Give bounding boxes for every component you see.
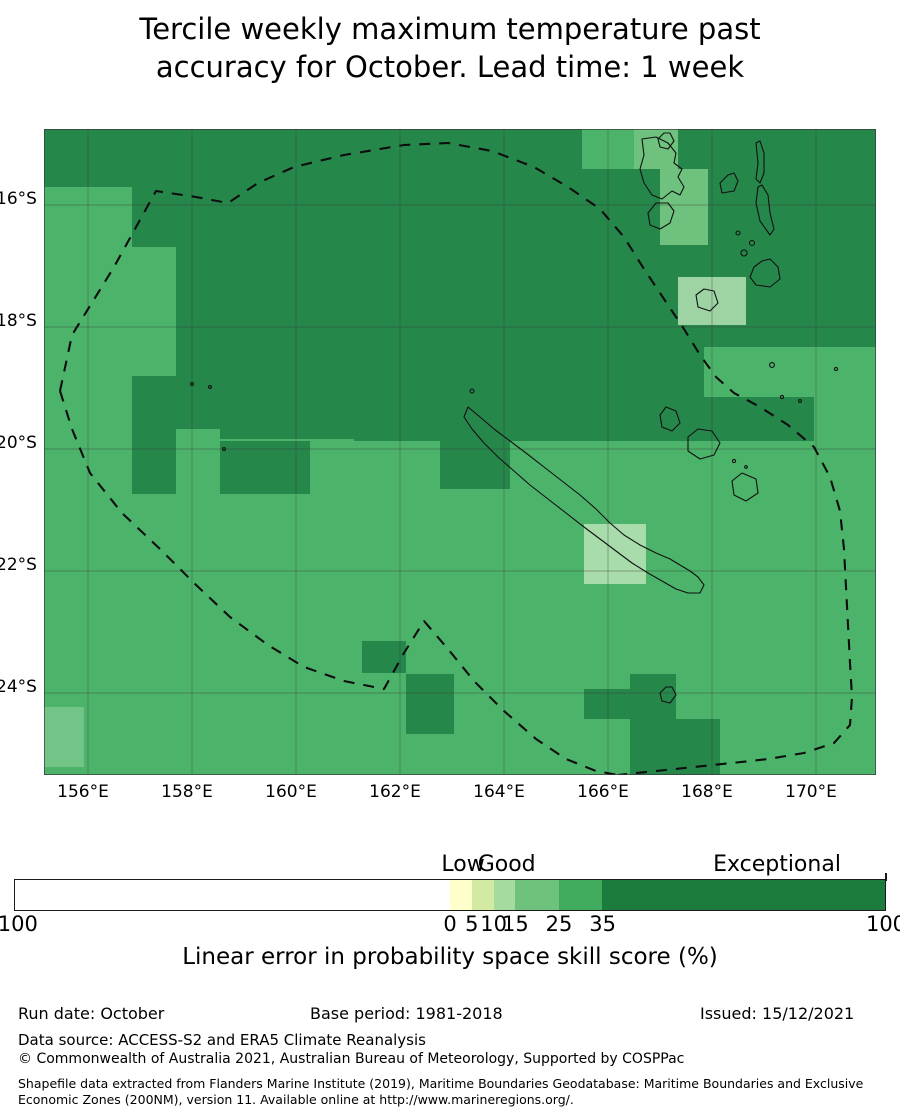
- data-source-text: Data source: ACCESS-S2 and ERA5 Climate …: [18, 1031, 426, 1049]
- colorbar-segment: [602, 880, 885, 910]
- colorbar-tick-mark: [885, 873, 887, 881]
- issued-date-text: Issued: 15/12/2021: [700, 1004, 855, 1023]
- colorbar-tick-label: 100: [865, 912, 900, 936]
- base-period-text: Base period: 1981-2018: [310, 1004, 503, 1023]
- y-axis-tick-label: 16°S: [0, 189, 37, 210]
- colorbar-segment: [515, 880, 559, 910]
- run-date-text: Run date: October: [18, 1004, 165, 1023]
- y-axis-tick-label: 24°S: [0, 676, 37, 697]
- colorbar-tick-label: -100: [0, 912, 38, 936]
- coastlines: [190, 132, 839, 704]
- x-axis-tick-label: 158°E: [161, 782, 213, 802]
- x-axis-tick-label: 168°E: [681, 782, 733, 802]
- colorbar-category-label: Low: [441, 852, 485, 877]
- colorbar[interactable]: [14, 879, 886, 911]
- colorbar-tick-label: 10: [480, 912, 507, 936]
- map-panel[interactable]: [44, 129, 876, 775]
- colorbar-category-label: Good: [477, 852, 536, 877]
- colorbar-tick-label: 0: [443, 912, 457, 936]
- x-axis-tick-label: 156°E: [57, 782, 109, 802]
- map-gridlines: [44, 129, 876, 775]
- colorbar-axis-label: Linear error in probability space skill …: [182, 944, 718, 970]
- y-axis-tick-label: 20°S: [0, 432, 37, 453]
- colorbar-tick-label: 25: [545, 912, 573, 936]
- colorbar-segment: [471, 880, 494, 910]
- copyright-text: © Commonwealth of Australia 2021, Austra…: [18, 1051, 685, 1067]
- x-axis-tick-label: 166°E: [577, 782, 629, 802]
- footer-meta-row: Run date: October Base period: 1981-2018…: [0, 1004, 900, 1026]
- colorbar-tick-label: 35: [589, 912, 616, 936]
- x-axis-tick-label: 164°E: [473, 782, 525, 802]
- y-axis-tick-label: 18°S: [0, 310, 37, 331]
- x-axis-tick-label: 162°E: [369, 782, 421, 802]
- eez-boundary: [58, 141, 854, 775]
- shapefile-note-text: Shapefile data extracted from Flanders M…: [18, 1076, 864, 1107]
- colorbar-tick-label: 5: [465, 912, 479, 936]
- y-axis-tick-label: 22°S: [0, 554, 37, 575]
- colorbar-tick-label: 15: [502, 912, 529, 936]
- colorbar-segment: [450, 880, 472, 910]
- colorbar-segment: [15, 880, 450, 910]
- colorbar-segment: [493, 880, 516, 910]
- x-axis-tick-label: 160°E: [265, 782, 317, 802]
- x-axis-tick-label: 170°E: [785, 782, 837, 802]
- map-canvas: [44, 129, 876, 775]
- colorbar-category-label: Exceptional: [713, 852, 841, 877]
- colorbar-segment: [558, 880, 603, 910]
- page-title: Tercile weekly maximum temperature past …: [139, 12, 761, 84]
- heatmap-cells: [44, 129, 876, 775]
